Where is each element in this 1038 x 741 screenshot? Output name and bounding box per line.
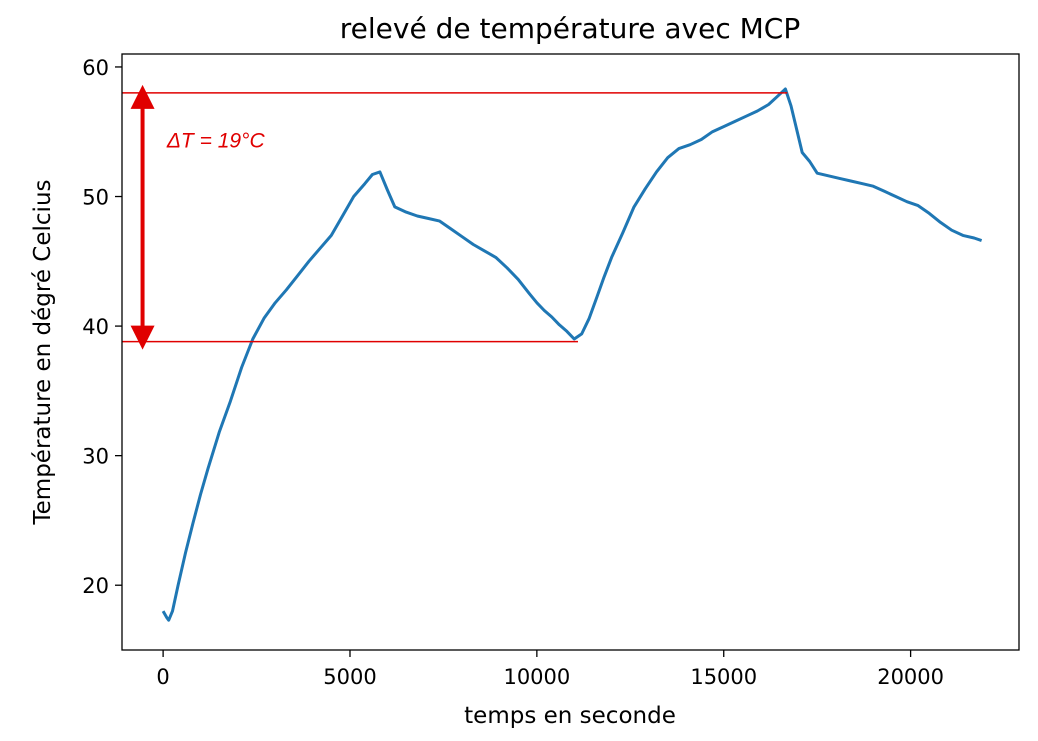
plot-frame — [121, 53, 1020, 651]
x-tick-label: 15000 — [690, 665, 757, 689]
x-axis-label: temps en seconde — [464, 703, 676, 729]
y-tick-label: 40 — [82, 315, 109, 339]
delta-t-annotation: ΔT = 19°C — [166, 129, 266, 152]
x-tick-label: 5000 — [323, 665, 376, 689]
y-axis-label: Température en dégré Celcius — [30, 180, 56, 526]
temperature-series-line — [161, 87, 983, 622]
x-tick-label: 0 — [156, 665, 169, 689]
y-tick-label: 50 — [82, 186, 109, 210]
x-axis: 0 5000 10000 15000 20000 — [156, 650, 944, 689]
x-tick-label: 20000 — [877, 665, 944, 689]
y-tick-label: 30 — [82, 445, 109, 469]
chart-title: relevé de température avec MCP — [340, 12, 800, 45]
y-axis: 20 30 40 50 60 — [82, 56, 122, 598]
y-tick-label: 60 — [82, 56, 109, 80]
plot-area: ΔT = 19°C — [122, 84, 983, 622]
y-tick-label: 20 — [82, 574, 109, 598]
x-tick-label: 10000 — [503, 665, 570, 689]
